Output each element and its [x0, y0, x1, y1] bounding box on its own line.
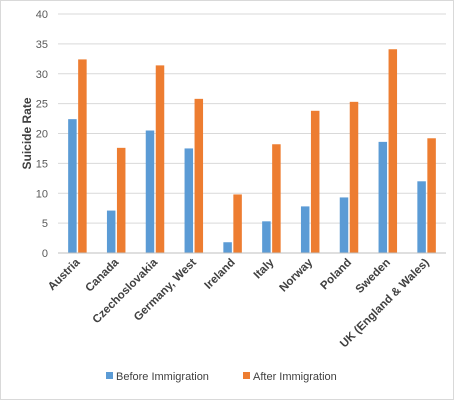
bar-before [262, 221, 271, 253]
legend-swatch [106, 372, 113, 379]
bar-before [184, 148, 194, 253]
bar-after [310, 110, 320, 253]
bar-after [116, 147, 126, 253]
bar-after [388, 49, 398, 253]
bar-before [106, 210, 116, 253]
bar-before [339, 197, 349, 253]
y-tick-label: 10 [36, 188, 48, 200]
legend-label: After Immigration [253, 371, 337, 383]
bar-before [417, 181, 426, 253]
bar-after [155, 65, 165, 253]
y-tick-label: 35 [36, 39, 48, 51]
bar-after [349, 101, 359, 254]
y-tick-label: 25 [36, 99, 48, 111]
bar-before [378, 141, 388, 253]
y-tick-label: 20 [36, 129, 48, 141]
bar-before [300, 206, 310, 253]
x-tick-label: Sweden [354, 257, 393, 296]
y-tick-label: 30 [36, 69, 48, 81]
legend: Before Immigration After Immigration [106, 371, 337, 383]
bar-after [233, 194, 242, 253]
x-tick-label: Canada [83, 256, 121, 294]
bar-after [272, 144, 281, 253]
x-tick-label: Ireland [203, 257, 238, 292]
x-tick-label: Czechoslovakia [91, 256, 161, 326]
bar-after [78, 59, 87, 253]
bar-before [68, 119, 77, 253]
legend-swatch [243, 372, 250, 379]
y-axis-title: Suicide Rate [20, 97, 34, 169]
legend-label: Before Immigration [116, 371, 209, 383]
bar-after [194, 98, 204, 253]
y-axis-ticks: 0 5 10 15 20 25 30 35 40 [36, 9, 48, 260]
gridlines [58, 13, 446, 224]
bars [68, 49, 436, 254]
x-tick-label: Poland [319, 257, 355, 293]
bar-before [223, 242, 232, 253]
x-tick-label: Austria [46, 256, 83, 293]
y-tick-label: 5 [42, 218, 48, 230]
x-tick-label: Italy [252, 256, 277, 281]
y-tick-label: 0 [42, 248, 48, 260]
y-tick-label: 15 [36, 158, 48, 170]
bar-before [145, 130, 155, 253]
y-tick-label: 40 [36, 9, 48, 21]
bar-after [427, 138, 436, 253]
x-tick-label: Norway [277, 256, 315, 294]
